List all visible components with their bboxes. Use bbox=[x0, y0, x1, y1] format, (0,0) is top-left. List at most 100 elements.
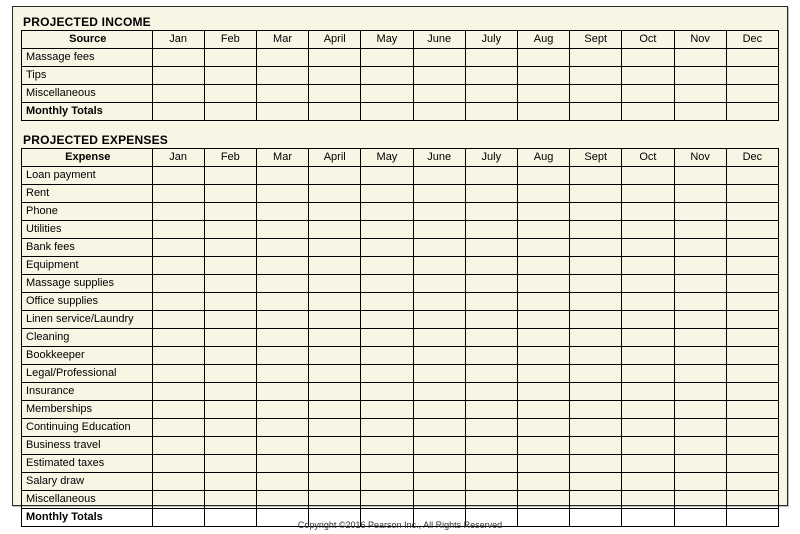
expenses-cell bbox=[726, 419, 778, 437]
expenses-cell bbox=[465, 437, 517, 455]
income-header-row: Source Jan Feb Mar April May June July A… bbox=[22, 31, 779, 49]
expenses-cell bbox=[413, 347, 465, 365]
income-cell bbox=[256, 67, 308, 85]
expenses-cell bbox=[256, 221, 308, 239]
expenses-cell bbox=[674, 239, 726, 257]
month-header: Jan bbox=[152, 31, 204, 49]
income-cell bbox=[413, 49, 465, 67]
expenses-row: Massage supplies bbox=[22, 275, 779, 293]
expenses-cell bbox=[152, 257, 204, 275]
income-cell bbox=[309, 67, 361, 85]
month-header: Dec bbox=[726, 31, 778, 49]
expenses-row-label: Phone bbox=[22, 203, 153, 221]
expenses-row-label: Rent bbox=[22, 185, 153, 203]
expenses-cell bbox=[256, 491, 308, 509]
expenses-cell bbox=[674, 401, 726, 419]
expenses-table: Expense Jan Feb Mar April May June July … bbox=[21, 148, 779, 527]
expenses-cell bbox=[204, 257, 256, 275]
income-cell bbox=[622, 85, 674, 103]
expenses-row: Bank fees bbox=[22, 239, 779, 257]
expenses-cell bbox=[152, 347, 204, 365]
income-cell bbox=[204, 67, 256, 85]
income-totals-cell bbox=[413, 103, 465, 121]
month-header: Nov bbox=[674, 149, 726, 167]
income-row-label: Miscellaneous bbox=[22, 85, 153, 103]
expenses-cell bbox=[465, 473, 517, 491]
expenses-cell bbox=[361, 185, 413, 203]
expenses-cell bbox=[256, 257, 308, 275]
expenses-cell bbox=[570, 401, 622, 419]
expenses-cell bbox=[152, 203, 204, 221]
expenses-cell bbox=[256, 419, 308, 437]
expenses-cell bbox=[465, 491, 517, 509]
month-header: Jan bbox=[152, 149, 204, 167]
expenses-cell bbox=[622, 203, 674, 221]
expenses-row: Utilities bbox=[22, 221, 779, 239]
expenses-cell bbox=[465, 167, 517, 185]
expenses-cell bbox=[726, 311, 778, 329]
expenses-cell bbox=[570, 203, 622, 221]
expenses-cell bbox=[465, 203, 517, 221]
expenses-cell bbox=[465, 455, 517, 473]
income-cell bbox=[413, 85, 465, 103]
income-cell bbox=[361, 67, 413, 85]
income-cell bbox=[204, 49, 256, 67]
expenses-cell bbox=[622, 401, 674, 419]
expenses-cell bbox=[204, 347, 256, 365]
expenses-cell bbox=[361, 257, 413, 275]
expenses-cell bbox=[726, 275, 778, 293]
income-cell bbox=[413, 67, 465, 85]
expenses-cell bbox=[622, 419, 674, 437]
expenses-row-label: Utilities bbox=[22, 221, 153, 239]
expenses-cell bbox=[413, 311, 465, 329]
income-totals-cell bbox=[465, 103, 517, 121]
expenses-cell bbox=[204, 383, 256, 401]
expenses-cell bbox=[309, 347, 361, 365]
expenses-cell bbox=[726, 347, 778, 365]
month-header: Oct bbox=[622, 149, 674, 167]
income-header-label: Source bbox=[22, 31, 153, 49]
month-header: Aug bbox=[517, 149, 569, 167]
expenses-cell bbox=[413, 473, 465, 491]
expenses-cell bbox=[674, 167, 726, 185]
expenses-cell bbox=[361, 419, 413, 437]
expenses-row-label: Cleaning bbox=[22, 329, 153, 347]
expenses-cell bbox=[309, 437, 361, 455]
month-header: May bbox=[361, 31, 413, 49]
income-row: Miscellaneous bbox=[22, 85, 779, 103]
expenses-cell bbox=[726, 185, 778, 203]
expenses-cell bbox=[204, 329, 256, 347]
expenses-cell bbox=[204, 491, 256, 509]
expenses-cell bbox=[256, 329, 308, 347]
expenses-cell bbox=[256, 239, 308, 257]
expenses-cell bbox=[152, 419, 204, 437]
month-header: Feb bbox=[204, 149, 256, 167]
expenses-cell bbox=[517, 401, 569, 419]
income-cell bbox=[570, 85, 622, 103]
expenses-cell bbox=[570, 383, 622, 401]
expenses-cell bbox=[413, 365, 465, 383]
expenses-cell bbox=[674, 275, 726, 293]
expenses-row-label: Miscellaneous bbox=[22, 491, 153, 509]
expenses-cell bbox=[674, 311, 726, 329]
expenses-cell bbox=[570, 491, 622, 509]
expenses-cell bbox=[465, 311, 517, 329]
income-cell bbox=[726, 67, 778, 85]
income-cell bbox=[309, 85, 361, 103]
expenses-cell bbox=[674, 221, 726, 239]
expenses-cell bbox=[674, 347, 726, 365]
expenses-cell bbox=[256, 293, 308, 311]
expenses-cell bbox=[309, 167, 361, 185]
expenses-cell bbox=[413, 455, 465, 473]
expenses-cell bbox=[622, 275, 674, 293]
expenses-cell bbox=[204, 311, 256, 329]
income-totals-cell bbox=[726, 103, 778, 121]
expenses-cell bbox=[256, 383, 308, 401]
income-cell bbox=[517, 85, 569, 103]
expenses-cell bbox=[570, 311, 622, 329]
expenses-cell bbox=[361, 311, 413, 329]
expenses-cell bbox=[413, 383, 465, 401]
expenses-cell bbox=[152, 491, 204, 509]
expenses-cell bbox=[465, 383, 517, 401]
expenses-cell bbox=[674, 293, 726, 311]
